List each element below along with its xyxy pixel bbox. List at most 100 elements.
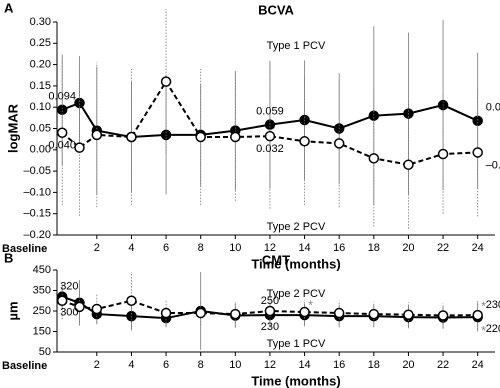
x-tick-label: 8 <box>198 242 204 254</box>
data-point <box>368 110 380 121</box>
data-point <box>333 138 345 149</box>
series-name: Type 1 PCV <box>267 40 326 52</box>
value-label: 250 <box>261 295 279 307</box>
x-tick-label: 22 <box>437 359 449 371</box>
y-tick-label: 250 <box>33 305 51 317</box>
significance-mark: * <box>481 299 486 314</box>
data-point <box>74 97 85 109</box>
data-point <box>74 142 85 153</box>
y-tick-label: 0.10 <box>30 101 51 113</box>
y-tick-label: 0.30 <box>30 16 51 28</box>
significance-mark: * <box>308 297 313 312</box>
value-label: 0.040 <box>48 140 76 152</box>
data-point <box>91 303 103 315</box>
y-tick-label: 0.25 <box>30 37 51 49</box>
significance-mark: * <box>481 323 486 338</box>
data-point <box>56 127 68 139</box>
y-tick-label: 50 <box>39 346 51 358</box>
data-point <box>472 147 483 158</box>
series-name: Type 2 PCV <box>267 221 326 233</box>
value-label: 0.068 <box>486 102 500 114</box>
y-tick-label: 0.00 <box>30 144 51 156</box>
x-tick-label: 24 <box>472 242 484 254</box>
panel-letter: A <box>4 0 14 15</box>
y-tick-label: 0.05 <box>30 122 51 134</box>
y-axis-title: µm <box>5 301 20 320</box>
series-line <box>61 299 478 317</box>
value-label: 0.032 <box>256 143 284 155</box>
y-tick-label: 150 <box>33 325 51 337</box>
x-tick-label: 18 <box>368 242 380 254</box>
data-point <box>333 307 345 319</box>
x-tick-label: 10 <box>229 359 241 371</box>
data-point <box>91 129 103 141</box>
value-label: 220 <box>486 323 500 335</box>
data-point <box>126 131 137 143</box>
x-tick-label: 22 <box>437 242 449 254</box>
x-tick-label: 14 <box>298 242 310 254</box>
x-tick-label: 6 <box>163 242 169 254</box>
y-tick-label: 0.15 <box>30 80 51 92</box>
chart-title: CMT <box>262 252 290 267</box>
x-tick-label: 16 <box>333 359 345 371</box>
y-axis-title: logMAR <box>5 103 20 153</box>
data-point <box>264 130 276 142</box>
data-point <box>368 308 380 320</box>
data-point <box>56 295 68 306</box>
data-point <box>403 159 414 170</box>
x-tick-label: 18 <box>368 359 380 371</box>
data-point <box>403 309 414 320</box>
data-point <box>126 295 137 306</box>
x-tick-label: 12 <box>264 242 276 254</box>
data-point <box>160 76 172 87</box>
x-tick-label: 20 <box>402 359 414 371</box>
y-tick-label: 450 <box>33 264 51 276</box>
baseline-label: Baseline <box>2 243 47 255</box>
x-tick-label: 20 <box>402 242 414 254</box>
data-point <box>472 115 483 127</box>
value-label: 320 <box>60 281 78 293</box>
data-point <box>230 131 241 143</box>
data-point <box>56 104 68 116</box>
data-point <box>368 153 380 164</box>
value-label: –0.0062 <box>486 159 500 171</box>
value-label: 230 <box>486 299 500 311</box>
series-name: Type 2 PCV <box>267 288 326 300</box>
x-tick-label: 2 <box>94 359 100 371</box>
chart-title: BCVA <box>258 2 294 17</box>
data-point <box>264 305 276 317</box>
x-tick-label: 10 <box>229 242 241 254</box>
data-point <box>437 310 449 321</box>
data-point <box>74 301 85 313</box>
x-tick-label: 24 <box>472 359 484 371</box>
series-line <box>61 101 479 139</box>
data-point <box>160 307 172 319</box>
x-axis-title: Time (months) <box>251 256 340 271</box>
data-point <box>437 148 449 160</box>
y-tick-label: 0.20 <box>30 59 51 71</box>
data-point <box>299 306 310 318</box>
data-point <box>195 307 206 319</box>
x-tick-label: 12 <box>264 359 276 371</box>
series-line <box>61 79 478 166</box>
y-tick-label: –0.20 <box>23 229 51 241</box>
x-tick-label: 2 <box>94 242 100 254</box>
x-tick-label: 8 <box>198 359 204 371</box>
value-label: 300 <box>60 307 78 319</box>
data-point <box>195 131 206 143</box>
data-point <box>472 309 483 321</box>
x-tick-label: 16 <box>333 242 345 254</box>
panel-letter: B <box>4 250 13 265</box>
y-tick-label: –0.05 <box>23 165 51 177</box>
x-axis-title: Time (months) <box>251 373 340 388</box>
x-tick-label: 6 <box>163 359 169 371</box>
y-tick-label: –0.10 <box>23 186 51 198</box>
y-tick-label: –0.15 <box>23 208 51 220</box>
x-tick-label: 4 <box>128 359 134 371</box>
series-name: Type 1 PCV <box>267 338 326 350</box>
series-line <box>61 295 478 320</box>
x-tick-label: 14 <box>298 359 310 371</box>
x-tick-label: 4 <box>128 242 134 254</box>
baseline-label: Baseline <box>2 360 47 372</box>
